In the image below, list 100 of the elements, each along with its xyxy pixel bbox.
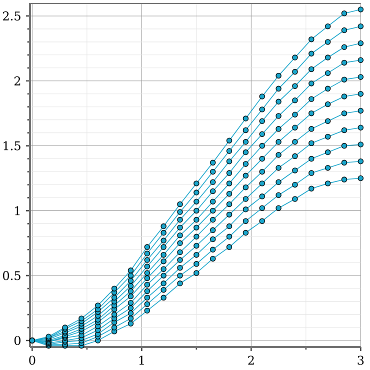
point	[308, 170, 314, 176]
point	[358, 108, 364, 114]
point	[259, 205, 265, 211]
point	[128, 268, 134, 274]
point	[160, 258, 166, 264]
point	[177, 264, 183, 271]
point	[259, 218, 265, 224]
point	[95, 302, 101, 308]
point	[324, 39, 331, 45]
y-tick-label: 0	[14, 336, 20, 346]
point	[259, 168, 265, 175]
point	[276, 205, 282, 211]
point	[210, 208, 216, 214]
point	[324, 164, 331, 171]
point	[324, 101, 331, 108]
point	[128, 283, 134, 289]
point	[276, 192, 282, 198]
point	[324, 118, 331, 124]
point	[242, 230, 249, 236]
y-tick-label: 2	[14, 76, 20, 86]
point	[292, 196, 298, 202]
point	[226, 158, 232, 164]
point	[276, 98, 282, 105]
x-tick-label: 3	[358, 356, 364, 365]
point	[128, 316, 134, 322]
point	[276, 113, 282, 119]
point	[160, 230, 166, 236]
y-tick-label: 1	[15, 206, 20, 216]
point	[341, 60, 348, 66]
point	[341, 176, 348, 182]
point	[324, 149, 331, 156]
point	[194, 252, 200, 258]
point	[177, 249, 183, 256]
point	[308, 186, 314, 192]
point	[111, 294, 118, 301]
point	[128, 320, 134, 326]
point	[226, 170, 232, 176]
point	[210, 168, 216, 175]
point	[276, 72, 282, 79]
y-tick-label: 1.5	[4, 141, 20, 150]
point	[210, 236, 216, 242]
point	[292, 54, 298, 60]
point	[226, 244, 232, 250]
point	[160, 252, 166, 258]
point	[242, 139, 249, 145]
point	[259, 142, 265, 149]
point	[144, 308, 150, 314]
point	[341, 127, 348, 134]
point	[177, 272, 183, 278]
point	[194, 242, 200, 249]
point	[194, 208, 200, 214]
point	[292, 124, 298, 130]
point	[308, 110, 314, 116]
y-tick-label: 0.5	[3, 271, 20, 280]
point	[177, 216, 183, 223]
point	[259, 118, 265, 124]
point	[128, 310, 134, 316]
point	[259, 94, 265, 100]
point	[177, 232, 183, 238]
point	[144, 244, 150, 250]
point	[144, 301, 150, 308]
point	[194, 216, 200, 223]
x-tick-label: 2	[248, 356, 254, 365]
point	[111, 312, 118, 318]
point	[242, 127, 249, 134]
point	[160, 287, 166, 293]
point	[177, 209, 183, 215]
point	[358, 175, 364, 182]
point	[324, 134, 331, 140]
point	[308, 66, 314, 72]
point	[160, 238, 166, 244]
point	[324, 86, 331, 92]
point	[358, 142, 364, 148]
point	[308, 96, 314, 102]
point	[177, 240, 183, 246]
point	[210, 198, 216, 204]
point	[194, 180, 200, 186]
point	[194, 261, 200, 267]
point	[128, 305, 134, 311]
point	[111, 324, 118, 330]
point	[194, 198, 200, 204]
point	[324, 70, 331, 76]
point	[144, 282, 150, 288]
x-tick-label: 1	[139, 356, 144, 365]
point	[242, 218, 249, 224]
point	[308, 50, 314, 56]
point	[226, 212, 232, 218]
point	[292, 153, 298, 160]
point	[341, 94, 348, 100]
point	[276, 139, 282, 145]
point	[341, 160, 348, 166]
point	[210, 188, 216, 194]
point	[226, 234, 232, 240]
point	[308, 126, 314, 132]
point	[341, 44, 348, 50]
point	[259, 156, 265, 162]
point	[308, 156, 314, 162]
point	[292, 182, 298, 188]
point	[358, 6, 364, 12]
point	[242, 161, 249, 167]
